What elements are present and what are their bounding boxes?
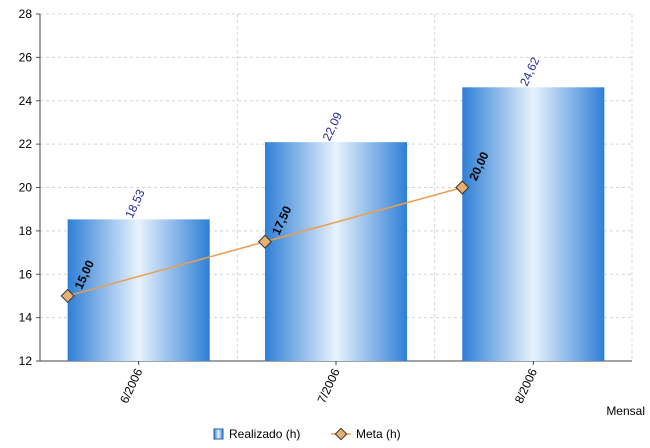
y-tick-label: 12 [19, 354, 33, 368]
y-tick-label: 16 [19, 267, 33, 281]
legend-label-realizado: Realizado (h) [229, 427, 300, 441]
x-axis-title: Mensal [606, 404, 645, 418]
legend-marker-swatch [334, 427, 348, 441]
legend-label-meta: Meta (h) [356, 427, 401, 441]
y-tick-label: 26 [19, 50, 33, 64]
legend-bar-swatch [213, 428, 224, 440]
meta-point [257, 234, 273, 249]
meta-point [60, 288, 75, 304]
x-tick-label: 6/2006 [117, 366, 145, 405]
x-tick-label: 7/2006 [315, 366, 343, 405]
y-tick-label: 18 [19, 224, 33, 238]
y-tick-label: 20 [19, 181, 33, 195]
y-tick-label: 22 [19, 137, 33, 151]
x-tick-label: 8/2006 [512, 366, 540, 405]
y-tick-label: 14 [19, 311, 33, 325]
y-tick-label: 28 [19, 7, 33, 21]
bar [462, 87, 605, 362]
meta-point [455, 180, 470, 195]
y-tick-label: 24 [19, 94, 33, 108]
bar [264, 142, 408, 361]
